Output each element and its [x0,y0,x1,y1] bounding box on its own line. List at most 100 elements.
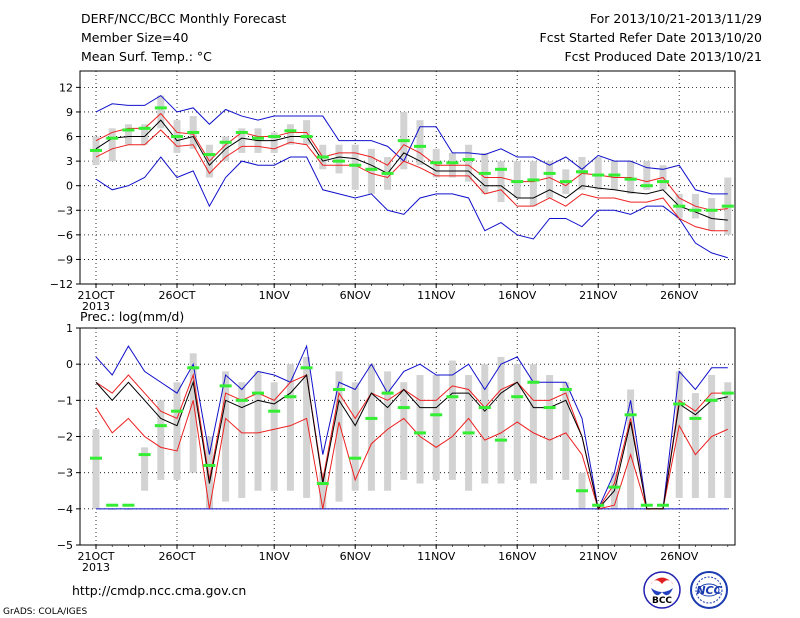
ensemble-median-marker [495,438,507,442]
ensemble-box [546,161,554,198]
ensemble-box [335,144,343,174]
ensemble-box [205,436,213,509]
ensemble-median-marker [608,485,621,489]
ensemble-median-marker [478,171,491,175]
ensemble-median-marker [592,503,605,507]
inner-lower-line [95,129,728,232]
y-tick-label: −9 [57,253,73,266]
ensemble-median-marker [219,384,232,388]
ensemble-box [124,124,132,145]
ensemble-box [270,132,278,153]
ensemble-median-marker [608,173,621,177]
ensemble-box [416,120,424,166]
x-tick-label: 16NOV [498,550,537,563]
ensemble-median-marker [90,456,102,460]
ensemble-box [691,393,699,498]
ensemble-median-marker [673,204,686,208]
ensemble-box [319,472,327,509]
x-tick-label: 11NOV [417,550,456,563]
forecast-period-label: For 2013/10/21-2013/11/29 [590,11,762,26]
ensemble-median-marker [478,406,491,410]
chart-title: DERF/NCC/BCC Monthly Forecast [81,11,286,26]
x-tick-label: 26NOV [660,550,699,563]
ensemble-median-marker [171,409,183,413]
ensemble-box [384,371,392,491]
y-tick-label: −3 [57,467,73,480]
ensemble-median-marker [203,463,216,467]
ensemble-box [367,148,375,194]
x-tick-label: 16NOV [498,289,537,302]
ensemble-box [497,161,505,203]
y-tick-label: 12 [59,81,73,94]
ensemble-median-marker [349,163,362,167]
ensemble-median-marker [462,157,475,161]
ensemble-median-marker [397,139,410,143]
ensemble-median-marker [673,402,686,406]
ensemble-box [92,429,100,509]
ensemble-median-marker [284,129,297,133]
ensemble-box [513,161,521,198]
ensemble-box [270,382,278,491]
ensemble-median-marker [122,503,135,507]
ensemble-median-marker [657,503,669,507]
variable-label: Mean Surf. Temp.: °C [81,49,212,64]
ensemble-box [157,95,165,129]
source-url[interactable]: http://cmdp.ncc.cma.gov.cn [72,583,246,598]
ensemble-box [481,364,489,484]
ensemble-median-marker [138,126,151,130]
y-tick-label: 1 [66,322,73,335]
ensemble-median-marker [397,406,410,410]
ensemble-median-marker [106,136,119,140]
ensemble-box [141,447,149,491]
y-tick-label: 6 [66,131,73,144]
x-tick-label: 21OCT [77,550,114,563]
ensemble-box [562,382,570,480]
ensemble-median-marker [446,161,459,165]
ensemble-median-marker [333,159,345,163]
ensemble-median-marker [90,148,102,152]
ensemble-median-marker [300,135,313,139]
bcc-logo: BCC [643,571,681,609]
ensemble-median-marker [543,406,556,410]
ensemble-median-marker [640,503,653,507]
ensemble-median-marker [300,366,313,370]
y-tick-label: −1 [57,394,73,407]
y-tick-label: −3 [57,204,73,217]
ensemble-box [529,364,537,484]
x-tick-label: 26OCT [158,550,195,563]
ensemble-box [222,371,230,502]
y-tick-label: −12 [50,278,73,291]
ensemble-box [238,128,246,153]
ensemble-box [594,157,602,190]
ensemble-median-marker [333,387,345,391]
ensemble-box [351,144,359,190]
y-tick-label: −6 [57,229,73,242]
plot-frame [79,70,736,285]
ensemble-median-marker [316,155,329,159]
ensemble-box [108,128,116,162]
outer-upper-line [95,94,728,195]
ensemble-box [173,382,181,480]
x-tick-label: 26NOV [660,289,699,302]
ensemble-median-marker [430,161,443,165]
ensemble-median-marker [462,431,475,435]
ensemble-median-marker [511,180,524,184]
ensemble-box [708,197,716,231]
ncc-logo-text: NCC [696,584,721,597]
inner-upper-line [95,373,728,511]
ensemble-box [529,161,537,207]
ensemble-median-marker [527,178,540,182]
ensemble-box [416,375,424,484]
ensemble-box [189,353,197,473]
ensemble-median-marker [414,431,426,435]
ensemble-box [286,364,294,491]
ensemble-box [627,389,635,509]
ensemble-box [643,161,651,190]
ensemble-median-marker [252,391,264,395]
x-tick-label: 6NOV [340,289,372,302]
y-tick-label: 3 [66,155,73,168]
ensemble-box [238,382,246,498]
